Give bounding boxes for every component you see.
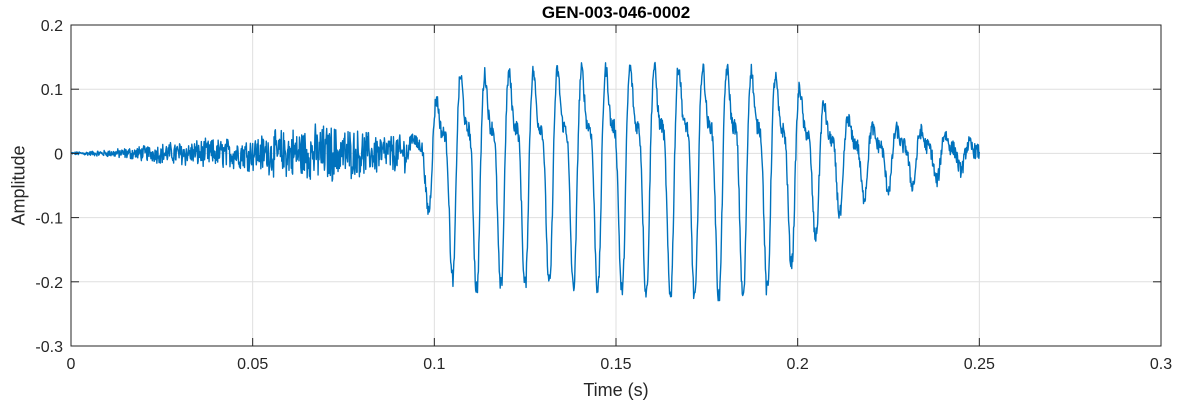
x-tick-label: 0.2 xyxy=(787,356,809,373)
waveform-series-line xyxy=(70,61,981,302)
x-tick-label: 0.3 xyxy=(1150,356,1172,373)
y-tick-label: 0 xyxy=(54,146,63,163)
x-tick-label: 0 xyxy=(67,356,76,373)
y-axis-ticks: -0.3 -0.2 -0.1 0 0.1 0.2 xyxy=(35,18,1161,356)
y-tick-label: -0.1 xyxy=(35,211,63,228)
x-axis-ticks: 0 0.05 0.1 0.15 0.2 0.25 0.3 xyxy=(67,25,1172,373)
chart-title: GEN-003-046-0002 xyxy=(542,3,690,22)
y-tick-label: -0.2 xyxy=(35,275,63,292)
y-tick-label: 0.1 xyxy=(41,82,63,99)
x-tick-label: 0.25 xyxy=(964,356,995,373)
plot-area xyxy=(70,61,981,302)
x-axis-label: Time (s) xyxy=(583,380,648,400)
y-tick-label: -0.3 xyxy=(35,339,63,356)
grid-lines xyxy=(70,24,1162,347)
y-tick-label: 0.2 xyxy=(41,18,63,35)
x-tick-label: 0.1 xyxy=(423,356,445,373)
x-tick-label: 0.15 xyxy=(600,356,631,373)
y-axis-label: Amplitude xyxy=(8,145,28,225)
x-tick-label: 0.05 xyxy=(237,356,268,373)
